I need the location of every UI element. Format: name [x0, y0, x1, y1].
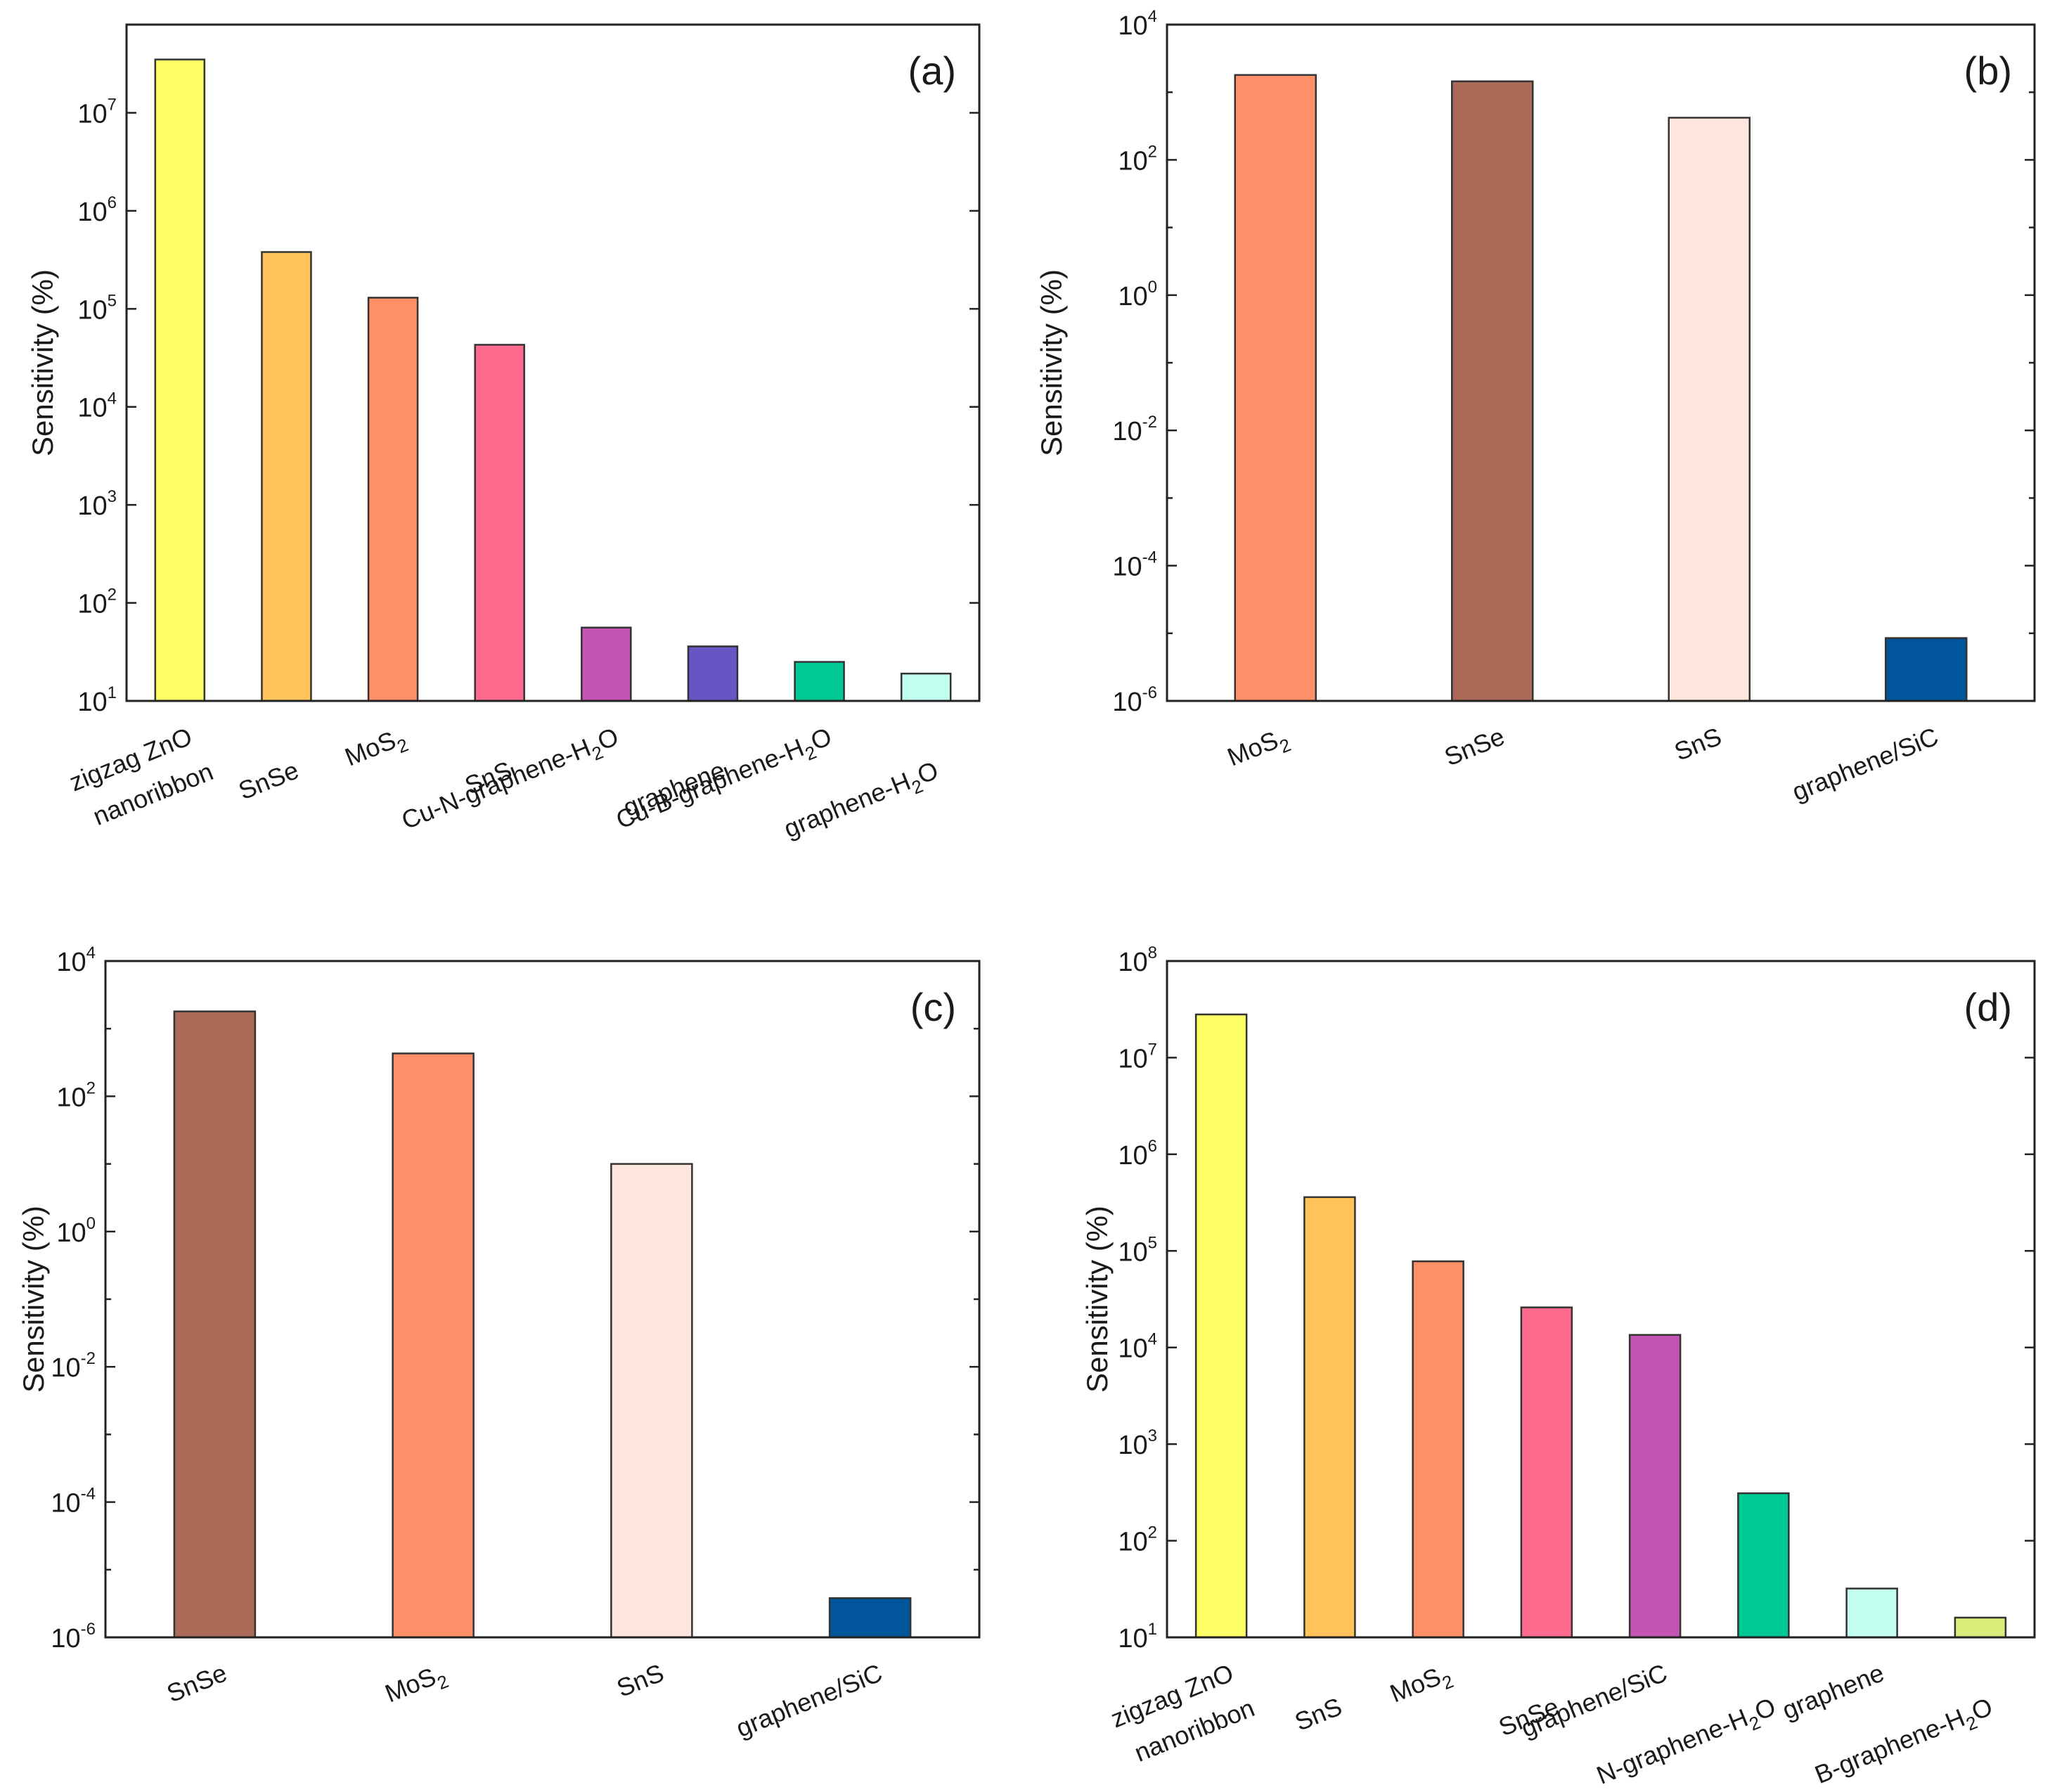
panel-label: (b) — [1964, 49, 2012, 93]
bar — [900, 672, 952, 702]
bar — [154, 58, 206, 702]
y-tick-label: 101 — [77, 683, 117, 717]
panel-d: 101 102 103 104 105 106 107 108 Sensitivity (%) (… — [1081, 943, 2036, 1792]
x-tick-label: SnSe — [1440, 721, 1509, 771]
y-tick-label: 107 — [77, 95, 117, 129]
y-tick-label: 10-4 — [51, 1485, 96, 1519]
y-tick-label: 104 — [77, 389, 117, 423]
y-tick-label: 106 — [77, 193, 117, 227]
bar — [261, 251, 312, 702]
panel-b: 10-6 10-4 10-2 100 102 104 Sensitivity (%) (b) M… — [1035, 7, 2036, 806]
y-tick-label: 106 — [1118, 1137, 1157, 1171]
x-tick-label: SnSe — [162, 1658, 231, 1708]
y-tick-label: 103 — [77, 487, 117, 521]
y-tick-label: 10-6 — [1112, 683, 1157, 717]
bar — [1885, 637, 1968, 702]
panel-label: (c) — [910, 985, 956, 1029]
bar — [828, 1597, 912, 1639]
y-tick-label: 108 — [1118, 943, 1157, 977]
x-tick-label: SnS — [1670, 721, 1725, 766]
bar — [367, 297, 419, 702]
x-tick-label: B-graphene-H2O — [1810, 1691, 1998, 1792]
x-tick-label: graphene/SiC — [1788, 721, 1942, 806]
plot-frame — [1166, 960, 2036, 1639]
y-axis-label: Sensitivity (%) — [1035, 269, 1068, 456]
y-axis-label: Sensitivity (%) — [1081, 1206, 1114, 1393]
panel-label: (d) — [1964, 985, 2012, 1029]
x-tick-label: MoS2 — [381, 1658, 451, 1713]
x-tick-label: SnS — [612, 1658, 667, 1703]
bar — [1628, 1334, 1682, 1639]
y-tick-label: 10-6 — [51, 1620, 96, 1654]
bar — [1412, 1260, 1464, 1639]
bar — [1303, 1196, 1356, 1639]
y-tick-label: 100 — [56, 1214, 96, 1248]
bar — [581, 626, 632, 702]
bar — [1845, 1587, 1898, 1639]
y-tick-label: 104 — [56, 943, 96, 977]
x-tick-label: Cu-N-graphene-H2O — [397, 721, 624, 840]
y-tick-label: 10-2 — [1112, 413, 1157, 446]
bar — [687, 645, 739, 702]
bar — [392, 1052, 475, 1639]
y-tick-label: 101 — [1118, 1620, 1157, 1654]
y-tick-label: 107 — [1118, 1040, 1157, 1074]
y-axis-label: Sensitivity (%) — [26, 269, 59, 456]
y-tick-label: 10-4 — [1112, 548, 1157, 582]
y-tick-label: 104 — [1118, 7, 1157, 41]
bar — [1954, 1616, 2007, 1639]
x-tick-label: N-graphene-H2O — [1592, 1691, 1781, 1792]
x-tick-label: graphene/SiC — [732, 1658, 886, 1742]
x-tick-label: SnSe — [234, 755, 302, 805]
y-tick-label: 104 — [1118, 1330, 1157, 1364]
y-tick-label: 105 — [77, 291, 117, 325]
y-tick-label: 102 — [77, 586, 117, 619]
bar — [1737, 1492, 1790, 1639]
y-tick-label: 102 — [1118, 1523, 1157, 1557]
y-tick-label: 10-2 — [51, 1349, 96, 1383]
x-tick-label: MoS2 — [1386, 1658, 1456, 1713]
panel-label: (a) — [908, 49, 956, 93]
y-tick-label: 105 — [1118, 1233, 1157, 1267]
plot-frame — [125, 23, 981, 702]
bar — [794, 661, 845, 702]
y-tick-label: 102 — [56, 1078, 96, 1112]
bar — [1451, 80, 1534, 702]
y-tick-label: 103 — [1118, 1426, 1157, 1460]
bar — [1194, 1013, 1248, 1639]
bar — [474, 344, 525, 702]
bar — [1668, 117, 1751, 702]
panel-c: 10-6 10-4 10-2 100 102 104 Sensitivity (%) (c) S… — [17, 943, 981, 1743]
x-tick-label: graphene — [1778, 1658, 1888, 1725]
x-tick-label: MoS2 — [341, 721, 411, 777]
y-axis-label: Sensitivity (%) — [17, 1206, 50, 1393]
x-tick-label: SnS — [1291, 1691, 1346, 1736]
bar — [173, 1010, 257, 1639]
y-tick-label: 102 — [1118, 142, 1157, 176]
bar — [610, 1163, 693, 1639]
x-tick-label: graphene-H2O — [780, 755, 944, 849]
x-tick-label: MoS2 — [1223, 721, 1294, 777]
bar — [1234, 74, 1317, 702]
y-tick-label: 100 — [1118, 278, 1157, 311]
bar — [1520, 1306, 1573, 1639]
